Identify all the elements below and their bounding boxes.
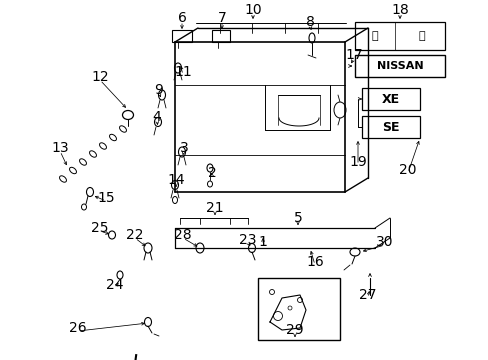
Text: 26: 26 [69,321,87,335]
Text: 8: 8 [305,15,314,29]
Text: 22: 22 [126,228,143,242]
Text: 25: 25 [91,221,108,235]
Text: 2: 2 [207,166,216,180]
Bar [361,88,419,110]
Text: 1: 1 [258,235,267,249]
Text: 5: 5 [293,211,302,225]
Text: 20: 20 [398,163,416,177]
Text: 15: 15 [97,191,115,205]
Text: 11: 11 [174,65,191,79]
Text: 17: 17 [345,48,362,62]
Text: 6: 6 [177,11,186,25]
Text: 19: 19 [348,155,366,169]
Bar [172,30,192,42]
Text: 23: 23 [239,233,256,247]
Bar [354,55,444,77]
Text: 7: 7 [217,11,226,25]
Text: 亙: 亙 [371,31,378,41]
Bar [354,22,444,50]
Text: 4: 4 [152,110,161,124]
Text: 29: 29 [285,323,303,337]
Text: XE: XE [381,93,399,105]
Text: 30: 30 [375,235,393,249]
Text: 10: 10 [244,3,261,17]
Text: 9: 9 [154,83,163,97]
Bar [212,30,229,42]
Text: 27: 27 [359,288,376,302]
Text: 28: 28 [174,228,191,242]
Text: 14: 14 [167,173,184,187]
Bar [258,278,339,340]
Text: 3: 3 [179,141,188,155]
Text: NISSAN: NISSAN [376,61,423,71]
Text: 俵: 俵 [418,31,425,41]
Text: 16: 16 [305,255,323,269]
Text: SE: SE [382,121,399,134]
Text: 21: 21 [206,201,224,215]
Text: 12: 12 [91,70,109,84]
Bar [361,116,419,138]
Text: 18: 18 [390,3,408,17]
Text: 24: 24 [106,278,123,292]
Text: 13: 13 [51,141,69,155]
